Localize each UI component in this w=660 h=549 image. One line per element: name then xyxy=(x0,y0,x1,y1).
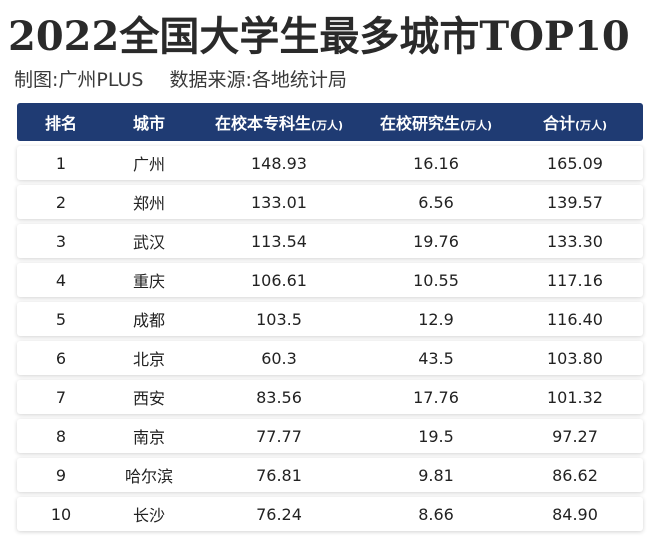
cell-total: 165.09 xyxy=(547,153,603,173)
table-row: 1 广州 148.93 16.16 165.09 xyxy=(17,146,643,180)
cell-rank: 8 xyxy=(55,426,67,446)
cell-total: 133.30 xyxy=(547,231,603,251)
unit-label: (万人) xyxy=(574,119,608,132)
table-row: 8 南京 77.77 19.5 97.27 xyxy=(17,419,643,453)
cell-total: 97.27 xyxy=(552,426,598,446)
cell-total: 86.62 xyxy=(552,465,598,485)
cell-rank: 3 xyxy=(55,231,67,251)
table-row: 9 哈尔滨 76.81 9.81 86.62 xyxy=(17,458,643,492)
cell-postgrad: 19.5 xyxy=(418,426,454,446)
cell-city: 武汉 xyxy=(132,233,165,252)
cell-undergrad: 60.3 xyxy=(261,348,297,368)
unit-label: (万人) xyxy=(459,119,493,132)
table-row: 2 郑州 133.01 6.56 139.57 xyxy=(17,185,643,219)
cell-rank: 6 xyxy=(55,348,67,368)
table-row: 6 北京 60.3 43.5 103.80 xyxy=(17,341,643,375)
cell-total: 84.90 xyxy=(552,504,598,524)
cell-undergrad: 76.81 xyxy=(256,465,302,485)
chart-maker: 制图:广州PLUS xyxy=(14,69,144,91)
cell-rank: 7 xyxy=(55,387,67,407)
cell-undergrad: 133.01 xyxy=(251,192,307,212)
cell-city: 西安 xyxy=(132,389,165,408)
cell-total: 139.57 xyxy=(547,192,603,212)
cell-rank: 1 xyxy=(55,153,67,173)
cell-total: 103.80 xyxy=(547,348,603,368)
header-rank: 排名 xyxy=(44,114,77,133)
data-source: 数据来源:各地统计局 xyxy=(169,69,347,91)
cell-postgrad: 6.56 xyxy=(418,192,454,212)
cell-postgrad: 10.55 xyxy=(413,270,459,290)
table-header: 排名 城市 在校本专科生(万人) 在校研究生(万人) 合计(万人) xyxy=(17,103,643,141)
table-row: 10 长沙 76.24 8.66 84.90 xyxy=(17,497,643,531)
cell-postgrad: 9.81 xyxy=(418,465,454,485)
table-row: 7 西安 83.56 17.76 101.32 xyxy=(17,380,643,414)
cell-city: 广州 xyxy=(132,155,165,174)
cell-undergrad: 148.93 xyxy=(251,153,307,173)
ranking-table: 排名 城市 在校本专科生(万人) 在校研究生(万人) 合计(万人) 1 广州 148… xyxy=(17,103,643,531)
table-row: 4 重庆 106.61 10.55 117.16 xyxy=(17,263,643,297)
cell-undergrad: 76.24 xyxy=(256,504,302,524)
cell-postgrad: 12.9 xyxy=(418,309,454,329)
cell-postgrad: 19.76 xyxy=(413,231,459,251)
header-undergrad: 在校本专科生(万人) xyxy=(214,114,344,133)
cell-rank: 4 xyxy=(55,270,67,290)
header-postgrad: 在校研究生(万人) xyxy=(379,114,493,133)
cell-rank: 2 xyxy=(55,192,67,212)
cell-undergrad: 83.56 xyxy=(256,387,302,407)
cell-city: 郑州 xyxy=(132,194,165,213)
table-row: 3 武汉 113.54 19.76 133.30 xyxy=(17,224,643,258)
unit-label: (万人) xyxy=(310,119,344,132)
cell-city: 长沙 xyxy=(132,506,165,525)
table-row: 5 成都 103.5 12.9 116.40 xyxy=(17,302,643,336)
table-body: 1 广州 148.93 16.16 165.09 2 郑州 133.01 6.56 139.57 3… xyxy=(17,146,643,531)
header-city: 城市 xyxy=(132,114,165,133)
cell-undergrad: 103.5 xyxy=(256,309,302,329)
cell-rank: 9 xyxy=(55,465,67,485)
cell-city: 成都 xyxy=(132,311,165,330)
cell-postgrad: 16.16 xyxy=(413,153,459,173)
cell-postgrad: 8.66 xyxy=(418,504,454,524)
cell-undergrad: 113.54 xyxy=(251,231,307,251)
cell-undergrad: 77.77 xyxy=(256,426,302,446)
page-title: 2022全国大学生最多城市TOP10 xyxy=(8,13,630,60)
cell-undergrad: 106.61 xyxy=(251,270,307,290)
header-total: 合计(万人) xyxy=(542,114,608,133)
cell-total: 116.40 xyxy=(547,309,603,329)
cell-total: 101.32 xyxy=(547,387,603,407)
cell-city: 北京 xyxy=(132,350,165,369)
cell-postgrad: 17.76 xyxy=(413,387,459,407)
cell-rank: 10 xyxy=(50,504,72,524)
cell-total: 117.16 xyxy=(547,270,603,290)
cell-city: 重庆 xyxy=(132,272,165,291)
cell-postgrad: 43.5 xyxy=(418,348,454,368)
cell-city: 哈尔滨 xyxy=(124,467,173,486)
cell-rank: 5 xyxy=(55,309,67,329)
cell-city: 南京 xyxy=(132,428,165,447)
subtitle: 制图:广州PLUS 数据来源:各地统计局 xyxy=(14,68,367,92)
